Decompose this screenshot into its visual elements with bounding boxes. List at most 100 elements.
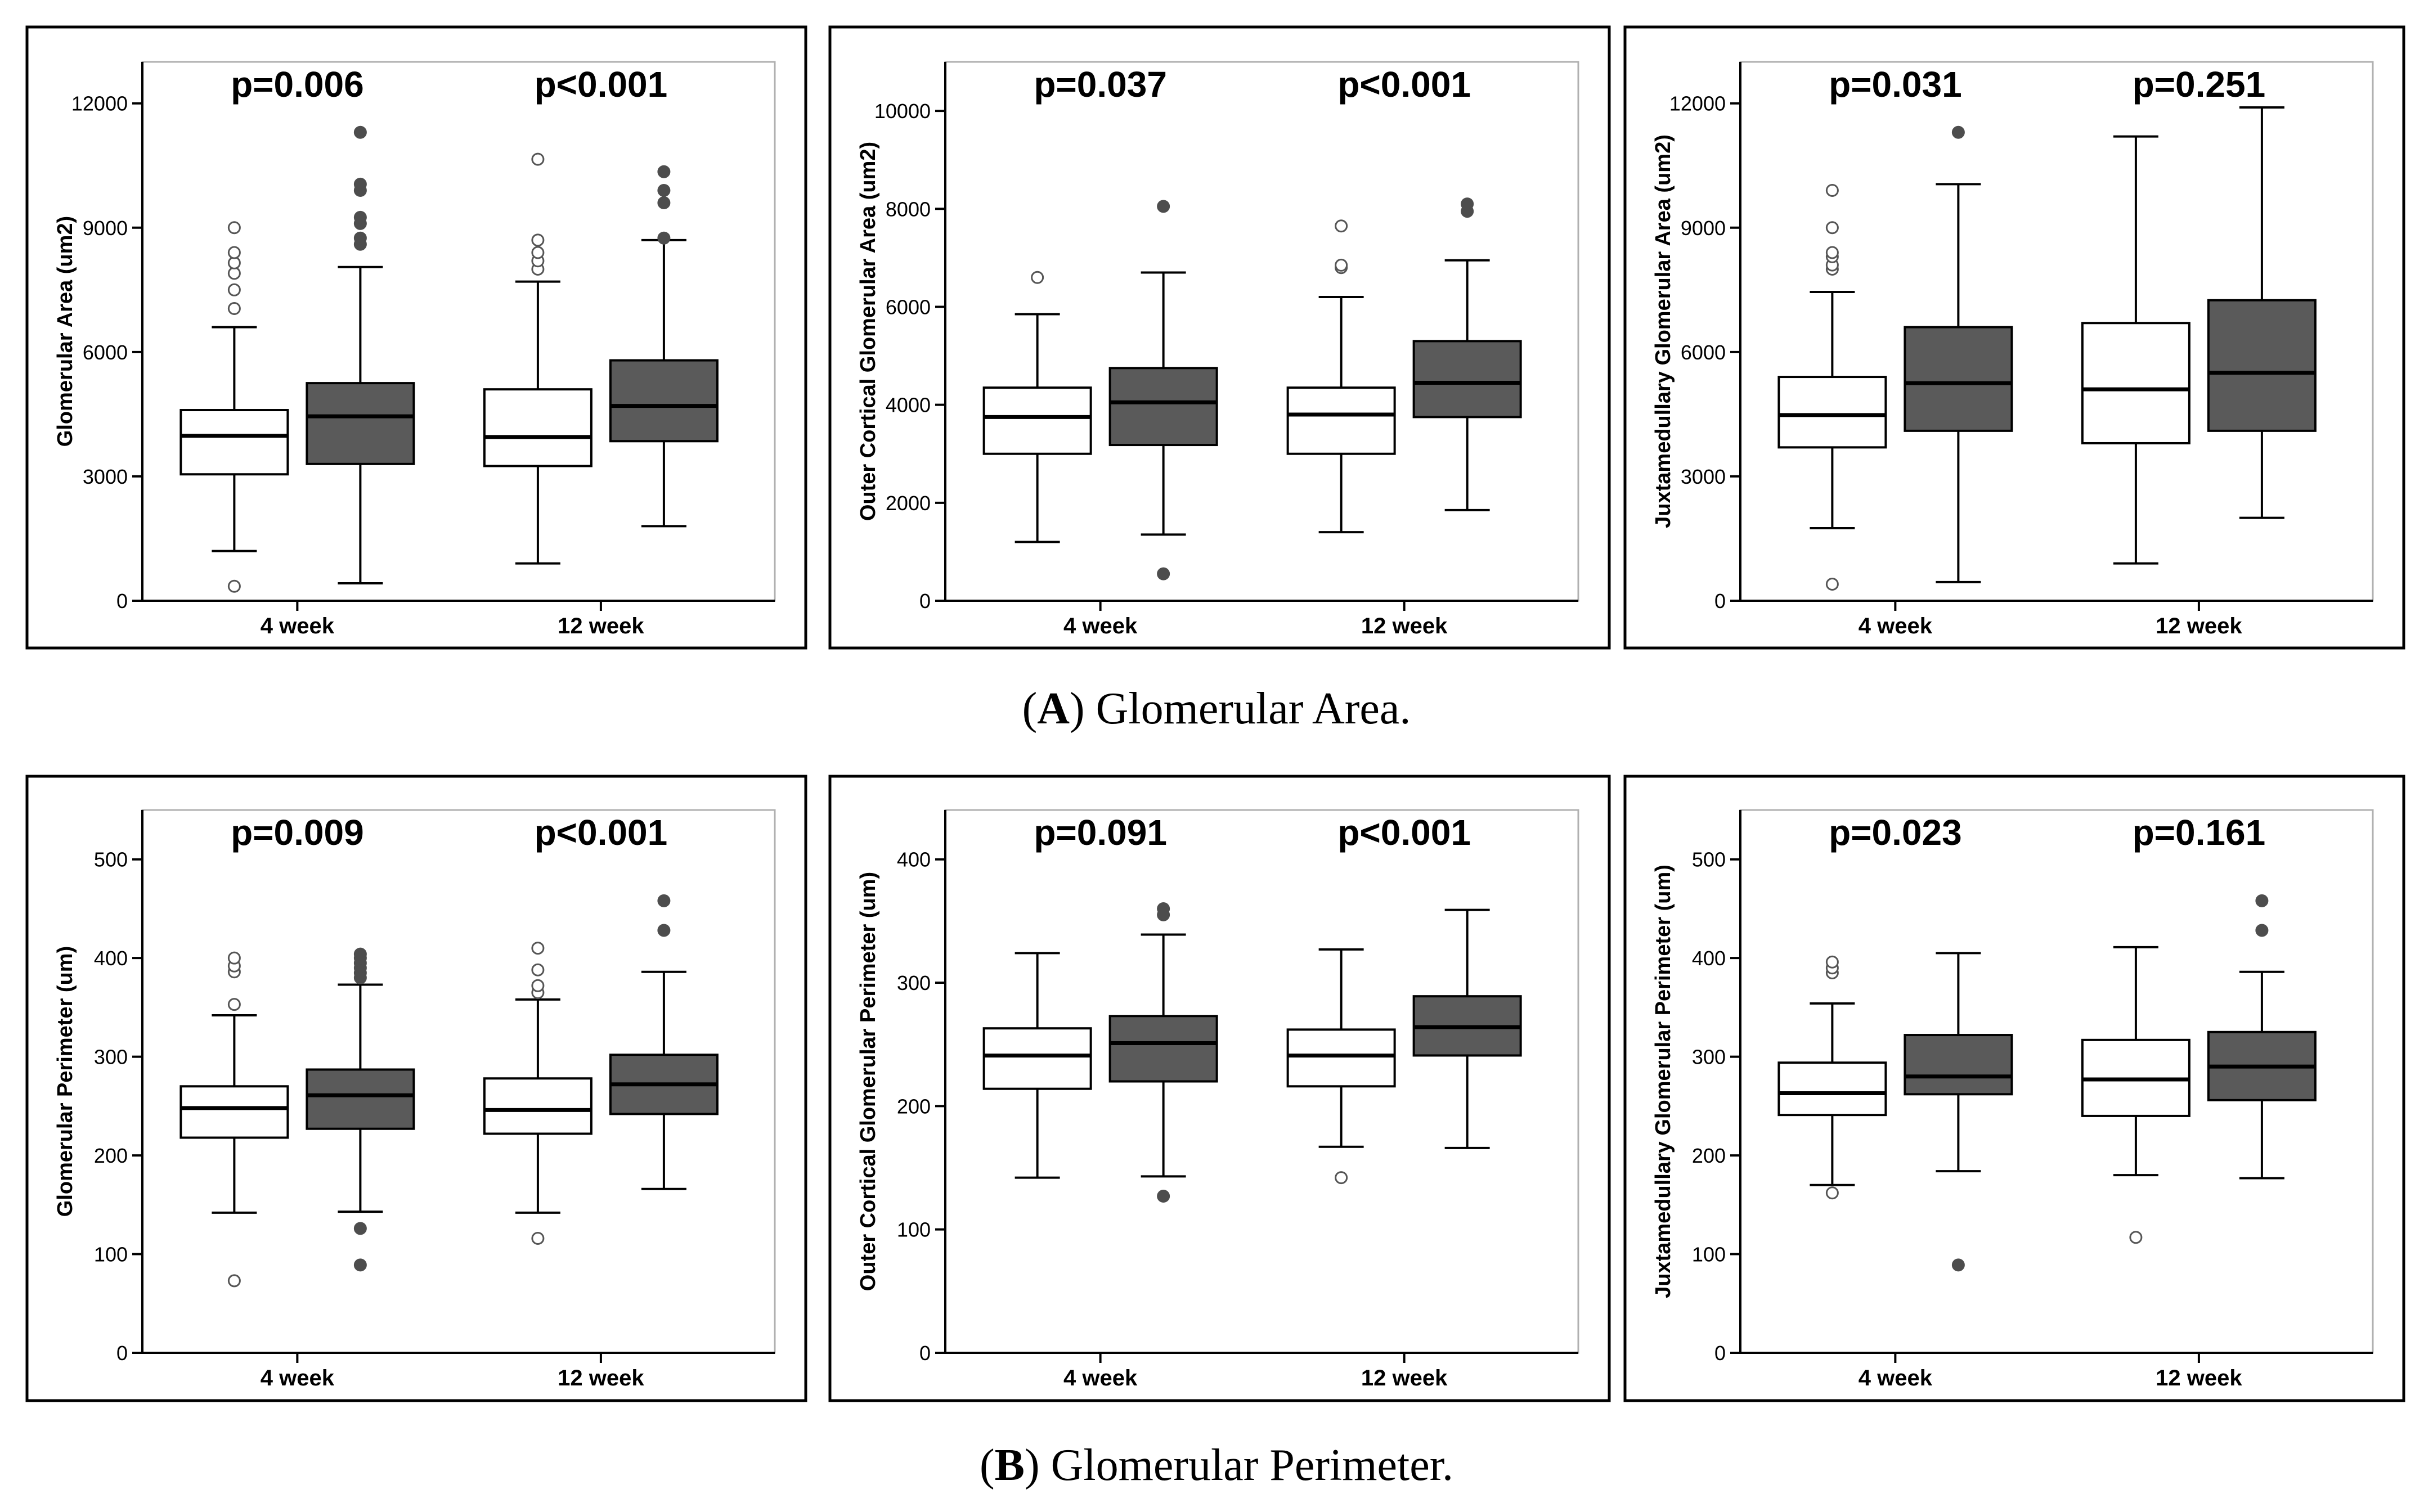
box-iqr [1108,367,1218,447]
x-tick-label: 12 week [2156,1366,2242,1390]
x-tick-label: 4 week [1063,614,1138,638]
box-dark-4-week [306,125,415,585]
box-dark-4-week [1904,125,2013,583]
box-iqr [1904,326,2013,432]
y-tick-label: 200 [1692,1144,1726,1167]
outlier-point [531,246,545,259]
box-iqr [982,1027,1092,1090]
box-dark-12-week [2207,894,2317,1180]
y-axis-label: Outer Cortical Glomerular Area (um2) [856,142,880,521]
y-axis-label: Glomerular Perimeter (um) [53,946,77,1217]
box-dark-4-week [1108,902,1218,1203]
outlier-point [353,177,367,191]
y-tick-label: 500 [1692,848,1726,871]
y-tick-label: 0 [919,590,931,613]
box-iqr [1412,340,1522,418]
outlier-point [1951,1258,1965,1272]
outlier-point [657,231,671,245]
y-tick-label: 12000 [71,92,128,115]
caption-a-text: Glomerular Area. [1096,684,1411,734]
outlier-point [657,183,671,197]
p-value-label: p<0.001 [535,812,668,853]
x-tick-label: 4 week [261,1366,335,1390]
outlier-point [353,210,367,224]
outlier-point [353,231,367,245]
p-value-label: p=0.091 [1034,812,1167,853]
panel-frame [828,775,1611,1402]
y-tick-label: 400 [897,848,931,871]
outlier-point [1031,271,1044,284]
outlier-point [227,998,241,1011]
y-tick-label: 400 [94,947,128,970]
outlier-point [353,947,367,961]
outlier-point [657,924,671,937]
outlier-point [2255,894,2269,907]
panel-frame [25,25,807,650]
y-tick-label: 8000 [886,197,931,220]
y-tick-label: 100 [1692,1243,1726,1266]
box-dark-12-week [609,894,719,1190]
chart-panel-3: 0 3000 6000 9000 12000 Juxtamedullary Glomeru… [1623,25,2405,650]
box-iqr [483,1077,592,1135]
box-white-4-week [1777,183,1887,591]
outlier-point [227,302,241,315]
box-dark-12-week [1412,197,1522,511]
y-tick-label: 6000 [1681,341,1726,364]
outlier-point [1157,200,1170,213]
x-tick-label: 4 week [261,614,335,638]
y-tick-label: 12000 [1669,92,1726,115]
outlier-point [531,1231,545,1245]
outlier-point [1825,183,1839,197]
y-tick-label: 300 [897,971,931,994]
y-tick-label: 9000 [83,217,128,240]
outlier-point [227,221,241,235]
outlier-point [1825,246,1839,259]
y-tick-label: 2000 [886,492,931,515]
outlier-point [353,125,367,139]
box-white-4-week [179,951,289,1288]
x-tick-label: 4 week [1859,614,1933,638]
chart-panel-1: 0 3000 6000 9000 12000 Glomerular Area (um2) 4… [25,25,807,650]
box-iqr [179,1085,289,1139]
box-white-12-week [483,942,592,1245]
y-tick-label: 0 [116,1342,128,1365]
y-tick-label: 500 [94,848,128,871]
box-iqr [483,388,592,467]
chart-panel-5: 0 100 200 300 400 Outer Cortical Glomerular P… [828,775,1611,1402]
outlier-point [531,233,545,247]
panel-frame [828,25,1611,650]
outlier-point [531,152,545,166]
x-tick-label: 4 week [1859,1366,1933,1390]
box-dark-12-week [2207,106,2317,519]
outlier-point [227,951,241,965]
y-axis-label: Glomerular Area (um2) [53,216,77,447]
box-iqr [2081,322,2190,444]
outlier-point [2129,1231,2143,1244]
y-tick-label: 100 [94,1243,128,1266]
box-white-4-week [982,271,1092,543]
p-value-label: p=0.031 [1829,64,1962,105]
outlier-point [1157,567,1170,580]
y-tick-label: 4000 [886,394,931,417]
box-white-12-week [1286,219,1396,534]
y-tick-label: 300 [1692,1046,1726,1069]
x-tick-label: 12 week [2156,614,2242,638]
caption-b-text: Glomerular Perimeter. [1051,1441,1453,1490]
box-dark-4-week [1904,952,2013,1272]
outlier-point [1825,578,1839,591]
outlier-point [227,283,241,296]
x-tick-label: 4 week [1063,1366,1138,1390]
y-tick-label: 400 [1692,947,1726,970]
box-iqr [306,1068,415,1130]
outlier-point [531,963,545,976]
box-iqr [179,409,289,476]
box-iqr [306,382,415,465]
outlier-point [1825,955,1839,969]
box-iqr [1286,386,1396,455]
p-value-label: p=0.009 [231,812,364,853]
outlier-point [1335,258,1348,272]
y-tick-label: 6000 [83,341,128,364]
box-white-12-week [2081,946,2190,1244]
chart-panel-6: 0 100 200 300 400 500 Juxtamedullary Glomerula… [1623,775,2405,1402]
y-tick-label: 100 [897,1218,931,1241]
